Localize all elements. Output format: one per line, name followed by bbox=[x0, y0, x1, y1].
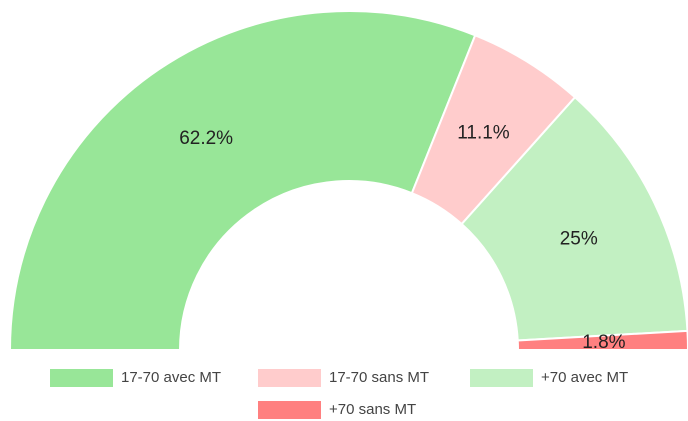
legend-text: 17-70 sans MT bbox=[329, 369, 429, 386]
legend-text: 17-70 avec MT bbox=[121, 369, 221, 386]
legend-swatch bbox=[50, 369, 113, 387]
data-label: 11.1% bbox=[457, 122, 510, 143]
legend-text: +70 sans MT bbox=[329, 401, 416, 418]
data-label: 25% bbox=[560, 228, 598, 249]
legend-swatch bbox=[258, 369, 321, 387]
data-label: 62.2% bbox=[179, 128, 233, 149]
donut-segment bbox=[8, 10, 477, 351]
legend-swatch bbox=[470, 369, 533, 387]
legend-text: +70 avec MT bbox=[541, 369, 628, 386]
data-label: 1.8% bbox=[582, 332, 625, 353]
donut-segment bbox=[460, 95, 688, 342]
legend-swatch bbox=[258, 401, 321, 419]
